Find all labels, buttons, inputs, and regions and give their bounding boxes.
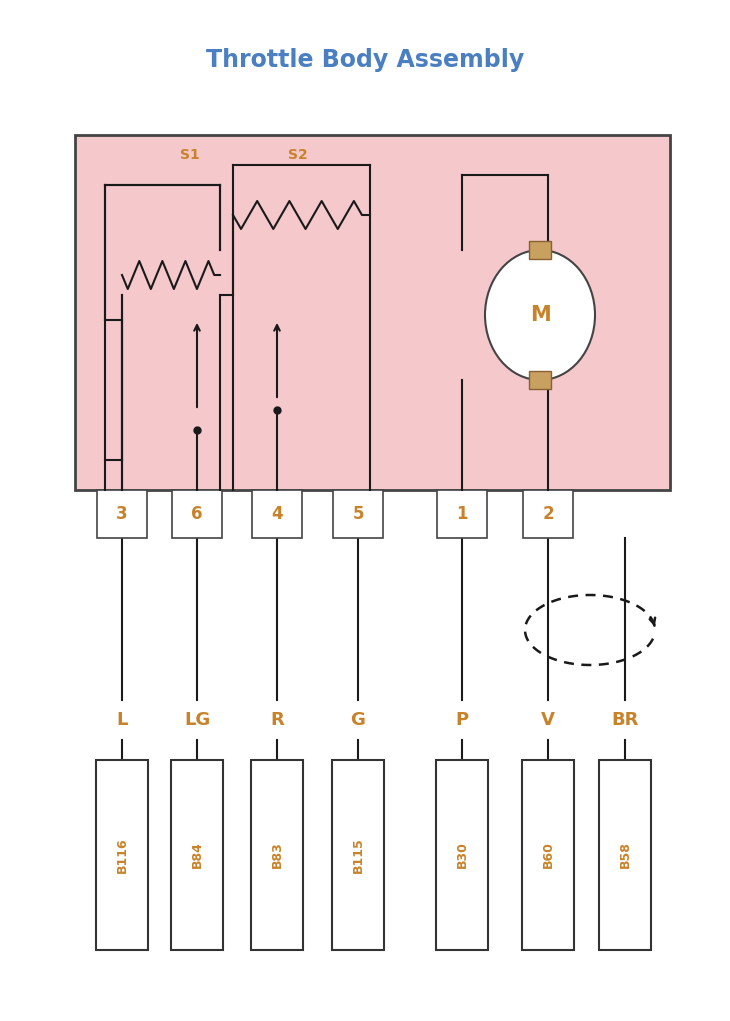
Bar bbox=[437, 490, 487, 538]
Bar bbox=[172, 490, 222, 538]
Text: B83: B83 bbox=[271, 841, 283, 869]
Text: 3: 3 bbox=[116, 505, 128, 523]
Ellipse shape bbox=[485, 250, 595, 380]
Text: S1: S1 bbox=[180, 148, 200, 162]
Text: 6: 6 bbox=[191, 505, 203, 523]
Bar bbox=[251, 760, 303, 950]
Bar bbox=[523, 490, 573, 538]
Bar bbox=[529, 241, 551, 259]
Text: 2: 2 bbox=[542, 505, 554, 523]
Bar bbox=[252, 490, 302, 538]
Text: B116: B116 bbox=[115, 837, 128, 873]
Text: S2: S2 bbox=[288, 148, 308, 162]
Bar bbox=[436, 760, 488, 950]
Text: L: L bbox=[116, 711, 128, 729]
Bar bbox=[97, 490, 147, 538]
Text: Throttle Body Assembly: Throttle Body Assembly bbox=[206, 48, 524, 72]
Text: R: R bbox=[270, 711, 284, 729]
Bar bbox=[332, 760, 384, 950]
Text: B30: B30 bbox=[456, 841, 469, 869]
Bar bbox=[96, 760, 148, 950]
Text: B115: B115 bbox=[352, 837, 364, 873]
Text: M: M bbox=[530, 305, 550, 325]
Text: B60: B60 bbox=[542, 841, 555, 869]
Text: B84: B84 bbox=[191, 841, 204, 869]
Bar bbox=[171, 760, 223, 950]
Text: V: V bbox=[541, 711, 555, 729]
Text: B58: B58 bbox=[618, 841, 631, 869]
Bar bbox=[599, 760, 651, 950]
Bar bbox=[529, 371, 551, 389]
Text: G: G bbox=[350, 711, 366, 729]
Bar bbox=[333, 490, 383, 538]
Text: 5: 5 bbox=[353, 505, 364, 523]
Text: P: P bbox=[456, 711, 469, 729]
Text: BR: BR bbox=[611, 711, 639, 729]
Text: 1: 1 bbox=[456, 505, 468, 523]
Text: 4: 4 bbox=[271, 505, 283, 523]
Bar bbox=[75, 135, 670, 490]
Bar bbox=[522, 760, 574, 950]
Text: LG: LG bbox=[184, 711, 210, 729]
